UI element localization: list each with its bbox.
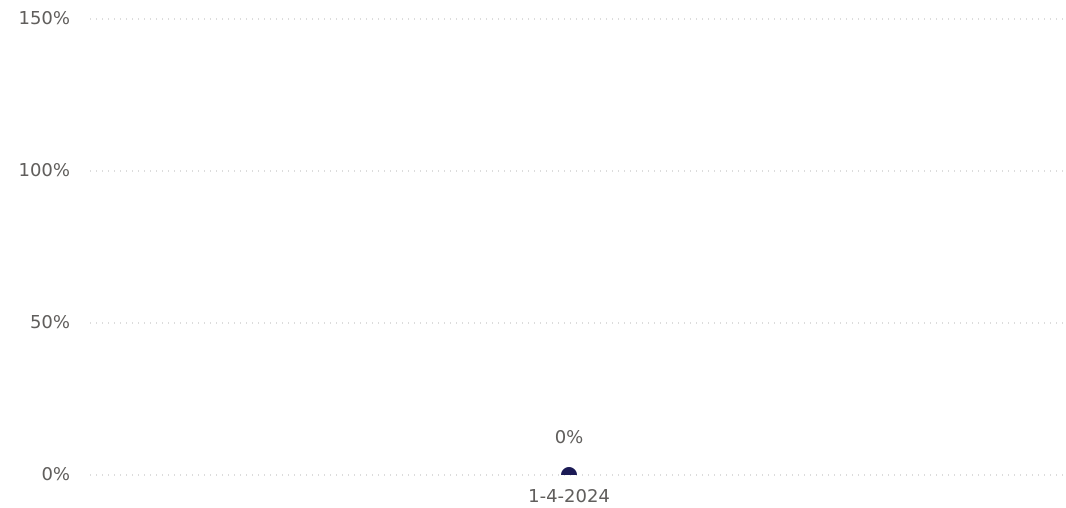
y-tick-label: 150% xyxy=(19,8,70,29)
y-tick-label: 50% xyxy=(30,312,70,333)
data-label: 0% xyxy=(555,427,584,448)
y-tick-label: 100% xyxy=(19,160,70,181)
y-tick-label: 0% xyxy=(41,464,70,485)
x-tick-label: 1-4-2024 xyxy=(528,486,610,507)
point xyxy=(561,467,577,475)
